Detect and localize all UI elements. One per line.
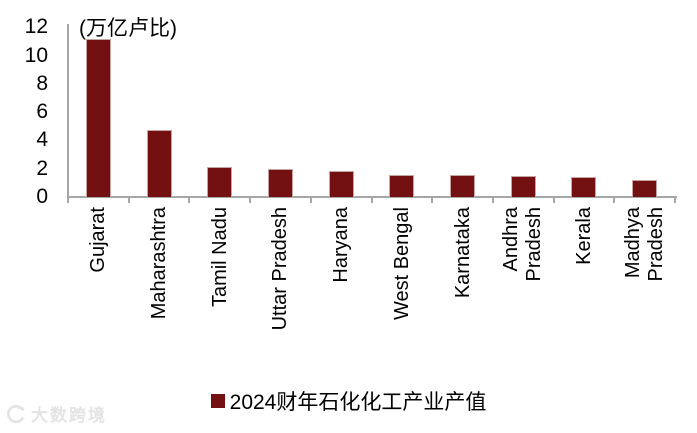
x-tick-mark — [309, 198, 312, 203]
bar-andhra-pradesh — [510, 176, 536, 197]
x-tick-mark — [613, 198, 616, 203]
y-tick-label: 4 — [36, 128, 48, 152]
x-label-gujarat: Gujarat — [86, 207, 109, 273]
x-tick-mark — [491, 198, 494, 203]
legend-label: 2024财年石化化工产业产值 — [229, 391, 487, 414]
y-tick-label: 0 — [36, 185, 48, 208]
x-tick-mark — [67, 198, 69, 203]
x-label-karnataka: Karnataka — [451, 207, 474, 299]
y-axis-unit-label: (万亿卢比) — [79, 17, 177, 40]
x-label-west-bengal: West Bengal — [390, 207, 413, 321]
x-label-madhya-pradesh: Madhya Pradesh — [621, 207, 667, 282]
y-tick-label: 6 — [36, 100, 48, 124]
y-axis-line — [67, 24, 69, 198]
bar-maharashtra — [146, 130, 172, 197]
x-tick-mark — [127, 198, 130, 203]
bar-madhya-pradesh — [632, 180, 658, 197]
x-tick-mark — [552, 198, 555, 203]
x-tick-mark — [249, 198, 252, 203]
watermark: 大数跨境 — [5, 401, 107, 426]
bar-karnataka — [450, 175, 476, 197]
watermark-logo-icon — [5, 403, 27, 425]
x-tick-mark — [674, 198, 676, 203]
bar-tamil-nadu — [207, 167, 233, 197]
bar-gujarat — [85, 38, 111, 197]
x-label-haryana: Haryana — [329, 207, 352, 283]
x-label-uttar-pradesh: Uttar Pradesh — [268, 207, 291, 331]
x-label-andhra-pradesh: Andhra Pradesh — [500, 207, 546, 282]
x-label-tamil-nadu: Tamil Nadu — [208, 207, 231, 308]
x-label-kerala: Kerala — [572, 207, 595, 265]
y-tick-label: 8 — [36, 71, 48, 95]
y-tick-label: 2 — [36, 156, 48, 180]
bar-uttar-pradesh — [267, 168, 293, 197]
bar-haryana — [328, 170, 354, 197]
y-tick-label: 12 — [24, 15, 48, 39]
bar-kerala — [571, 177, 597, 197]
chart-legend: 2024财年石化化工产业产值 — [0, 386, 697, 416]
bar-west-bengal — [389, 175, 415, 197]
x-tick-mark — [370, 198, 373, 203]
x-label-maharashtra: Maharashtra — [147, 207, 170, 320]
legend-swatch — [210, 394, 225, 408]
x-tick-mark — [188, 198, 191, 203]
x-axis-line — [67, 196, 677, 198]
watermark-text: 大数跨境 — [31, 406, 107, 425]
y-tick-label: 10 — [24, 43, 48, 67]
x-tick-mark — [431, 198, 434, 203]
